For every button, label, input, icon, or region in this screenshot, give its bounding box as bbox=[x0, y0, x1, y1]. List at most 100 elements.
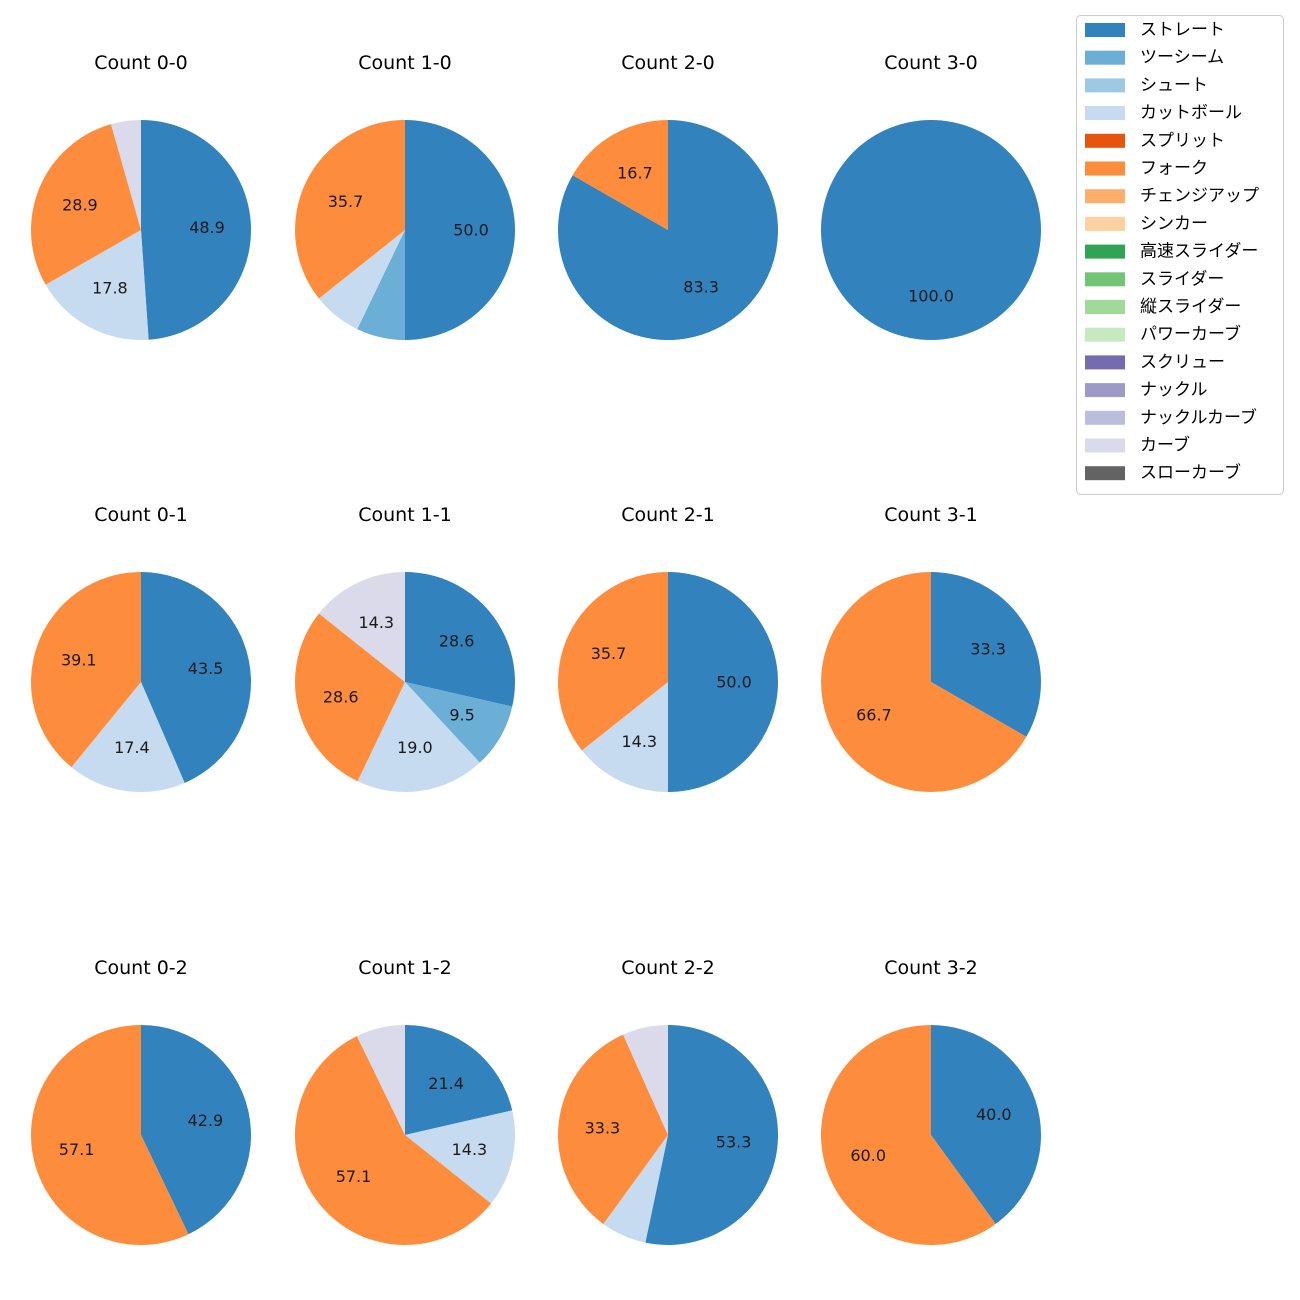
pie-slice bbox=[318, 230, 405, 330]
slice-label: 83.3 bbox=[683, 278, 719, 297]
pie-slice bbox=[931, 572, 1042, 737]
slice-label: 39.1 bbox=[61, 650, 97, 669]
pie-count-0-0: Count 0-0 48.9 17.8 28.9 bbox=[31, 52, 252, 341]
pie-title: Count 2-0 bbox=[621, 52, 715, 74]
pie-title: Count 2-1 bbox=[621, 504, 715, 526]
legend-swatch bbox=[1085, 106, 1125, 121]
legend-label: シュート bbox=[1140, 75, 1208, 95]
legend-label: ストレート bbox=[1140, 20, 1225, 40]
pie-title: Count 0-1 bbox=[94, 504, 188, 526]
slice-label: 28.6 bbox=[439, 631, 475, 650]
slice-label: 40.0 bbox=[976, 1105, 1012, 1124]
legend-label: ツーシーム bbox=[1140, 48, 1224, 68]
legend-swatch bbox=[1085, 216, 1125, 231]
pie-title: Count 3-2 bbox=[884, 957, 978, 979]
slice-label: 35.7 bbox=[591, 644, 627, 663]
legend-label: スライダー bbox=[1140, 269, 1224, 289]
slice-label: 57.1 bbox=[59, 1140, 95, 1159]
pie-slice bbox=[405, 1025, 513, 1135]
legend-label: パワーカーブ bbox=[1140, 324, 1241, 345]
pie-slice bbox=[294, 1036, 492, 1246]
legend-label: スクリュー bbox=[1140, 352, 1225, 372]
legend-swatch bbox=[1085, 50, 1125, 65]
pie-slice bbox=[405, 120, 515, 340]
pie-title: Count 0-2 bbox=[94, 957, 188, 979]
legend-frame bbox=[1076, 15, 1284, 495]
legend-swatch bbox=[1085, 438, 1125, 453]
legend-label: 縦スライダー bbox=[1140, 297, 1241, 317]
slice-label: 28.6 bbox=[323, 687, 359, 706]
pie-slice bbox=[821, 120, 1041, 340]
pie-title: Count 0-0 bbox=[94, 52, 188, 74]
slice-label: 43.5 bbox=[188, 659, 224, 678]
slice-label: 48.9 bbox=[189, 218, 225, 237]
slice-label: 17.8 bbox=[92, 279, 128, 298]
legend-swatch bbox=[1085, 327, 1125, 342]
legend-swatch bbox=[1085, 78, 1125, 93]
legend-swatch bbox=[1085, 272, 1125, 287]
pie-slice bbox=[405, 572, 516, 707]
slice-label: 66.7 bbox=[856, 706, 892, 725]
pie-slice bbox=[645, 1025, 779, 1246]
legend-label: 高速スライダー bbox=[1140, 242, 1258, 262]
slice-label: 14.3 bbox=[452, 1140, 488, 1159]
pie-slice bbox=[31, 124, 141, 285]
pie-slice bbox=[141, 119, 252, 340]
slice-label: 28.9 bbox=[62, 196, 98, 215]
legend-swatch bbox=[1085, 189, 1125, 204]
slice-label: 14.3 bbox=[621, 732, 657, 751]
slice-label: 50.0 bbox=[716, 673, 752, 692]
slice-label: 42.9 bbox=[188, 1111, 224, 1130]
pie-slice bbox=[357, 682, 480, 792]
pie-title: Count 2-2 bbox=[621, 957, 715, 979]
pie-slice bbox=[581, 682, 668, 792]
legend-swatch bbox=[1085, 355, 1125, 370]
pie-count-0-1: Count 0-1 43.5 17.4 39.1 bbox=[30, 504, 251, 792]
pie-slice bbox=[931, 1025, 1042, 1224]
legend-swatch bbox=[1085, 466, 1125, 481]
slice-label: 60.0 bbox=[850, 1146, 886, 1165]
legend-swatch bbox=[1085, 244, 1125, 259]
slice-label: 100.0 bbox=[908, 287, 954, 306]
legend-swatch bbox=[1085, 23, 1125, 37]
pie-slice bbox=[623, 1025, 668, 1135]
pie-slice bbox=[356, 1025, 405, 1135]
pie-slice bbox=[110, 120, 141, 230]
slice-label: 57.1 bbox=[336, 1167, 372, 1186]
pie-count-0-2: Count 0-2 42.9 57.1 bbox=[30, 957, 251, 1246]
legend-label: スプリット bbox=[1140, 131, 1225, 151]
pie-slice bbox=[141, 572, 251, 783]
slice-label: 53.3 bbox=[716, 1132, 752, 1151]
pie-count-3-1: Count 3-1 33.3 66.7 bbox=[821, 504, 1042, 792]
pie-slice bbox=[572, 120, 668, 230]
pie-slice bbox=[405, 1110, 516, 1204]
legend-swatch bbox=[1085, 133, 1125, 148]
slice-label: 14.3 bbox=[358, 613, 394, 632]
pie-slice bbox=[821, 572, 1027, 792]
slice-label: 19.0 bbox=[397, 738, 433, 757]
pie-count-3-2: Count 3-2 40.0 60.0 bbox=[821, 957, 1042, 1246]
legend-label: フォーク bbox=[1140, 159, 1208, 179]
pie-slice bbox=[557, 120, 778, 340]
pie-title: Count 3-1 bbox=[884, 504, 978, 526]
pie-title: Count 1-2 bbox=[358, 957, 452, 979]
pie-slice bbox=[668, 572, 778, 792]
slice-label: 9.5 bbox=[449, 706, 474, 725]
legend-label: シンカー bbox=[1140, 214, 1208, 234]
pie-count-1-1: Count 1-1 28.6 9.5 19.0 28.6 14.3 bbox=[295, 504, 516, 792]
legend-swatch bbox=[1085, 383, 1125, 398]
legend-label: スローカーブ bbox=[1140, 462, 1241, 483]
pie-count-2-1: Count 2-1 50.0 14.3 35.7 bbox=[558, 504, 778, 792]
slice-label: 21.4 bbox=[428, 1074, 464, 1093]
pie-count-2-0: Count 2-0 83.3 16.7 bbox=[557, 52, 778, 340]
legend-swatch bbox=[1085, 161, 1125, 176]
pie-title: Count 1-1 bbox=[358, 504, 452, 526]
pie-slice bbox=[603, 1135, 668, 1243]
legend-label: ナックルカーブ bbox=[1140, 407, 1257, 428]
pie-title: Count 1-0 bbox=[358, 52, 452, 74]
legend-swatch bbox=[1085, 300, 1125, 314]
pie-count-3-0: Count 3-0 100.0 bbox=[821, 52, 1041, 340]
legend-swatch bbox=[1085, 410, 1125, 425]
pie-slice bbox=[557, 1034, 668, 1224]
